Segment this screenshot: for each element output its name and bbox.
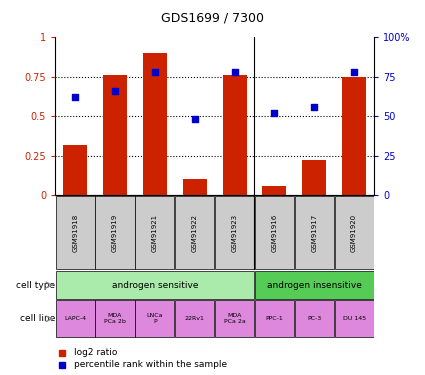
Point [231, 69, 238, 75]
Point [112, 88, 119, 94]
Point [72, 94, 79, 100]
Text: MDA
PCa 2b: MDA PCa 2b [104, 314, 126, 324]
Point [351, 69, 357, 75]
Text: androgen insensitive: androgen insensitive [267, 280, 362, 290]
Text: GSM91920: GSM91920 [351, 213, 357, 252]
Bar [63, 145, 87, 195]
Text: log2 ratio: log2 ratio [74, 348, 118, 357]
Text: androgen sensitive: androgen sensitive [112, 280, 198, 290]
FancyBboxPatch shape [56, 271, 254, 299]
Text: percentile rank within the sample: percentile rank within the sample [74, 360, 227, 369]
FancyBboxPatch shape [96, 196, 135, 269]
Bar [342, 77, 366, 195]
FancyBboxPatch shape [295, 196, 334, 269]
FancyBboxPatch shape [334, 300, 374, 337]
FancyBboxPatch shape [135, 196, 174, 269]
Text: MDA
PCa 2a: MDA PCa 2a [224, 314, 245, 324]
Bar [262, 186, 286, 195]
FancyBboxPatch shape [255, 300, 294, 337]
Text: PPC-1: PPC-1 [266, 316, 283, 321]
Text: GSM91922: GSM91922 [192, 213, 198, 252]
Text: GDS1699 / 7300: GDS1699 / 7300 [161, 11, 264, 24]
FancyBboxPatch shape [334, 196, 374, 269]
Point [191, 116, 198, 122]
FancyBboxPatch shape [56, 300, 95, 337]
Point [271, 110, 278, 116]
Text: LNCa
P: LNCa P [147, 314, 163, 324]
FancyBboxPatch shape [96, 300, 135, 337]
FancyBboxPatch shape [215, 196, 254, 269]
Point [151, 69, 158, 75]
FancyBboxPatch shape [135, 300, 174, 337]
Bar [143, 53, 167, 195]
Text: GSM91919: GSM91919 [112, 213, 118, 252]
Bar [223, 75, 246, 195]
FancyBboxPatch shape [295, 300, 334, 337]
FancyBboxPatch shape [215, 300, 254, 337]
Text: GSM91918: GSM91918 [72, 213, 78, 252]
Text: GSM91921: GSM91921 [152, 213, 158, 252]
Text: GSM91916: GSM91916 [272, 213, 278, 252]
Text: cell line: cell line [20, 314, 55, 323]
Bar [302, 160, 326, 195]
FancyBboxPatch shape [255, 271, 374, 299]
Point [311, 104, 317, 110]
FancyBboxPatch shape [175, 300, 214, 337]
Text: cell type: cell type [16, 280, 55, 290]
Text: GSM91917: GSM91917 [311, 213, 317, 252]
Text: LAPC-4: LAPC-4 [64, 316, 86, 321]
FancyBboxPatch shape [255, 196, 294, 269]
FancyBboxPatch shape [175, 196, 214, 269]
Bar [103, 75, 127, 195]
Text: GSM91923: GSM91923 [232, 213, 238, 252]
FancyBboxPatch shape [56, 196, 95, 269]
Text: PC-3: PC-3 [307, 316, 321, 321]
Bar [183, 179, 207, 195]
Text: 22Rv1: 22Rv1 [185, 316, 205, 321]
Text: DU 145: DU 145 [343, 316, 366, 321]
